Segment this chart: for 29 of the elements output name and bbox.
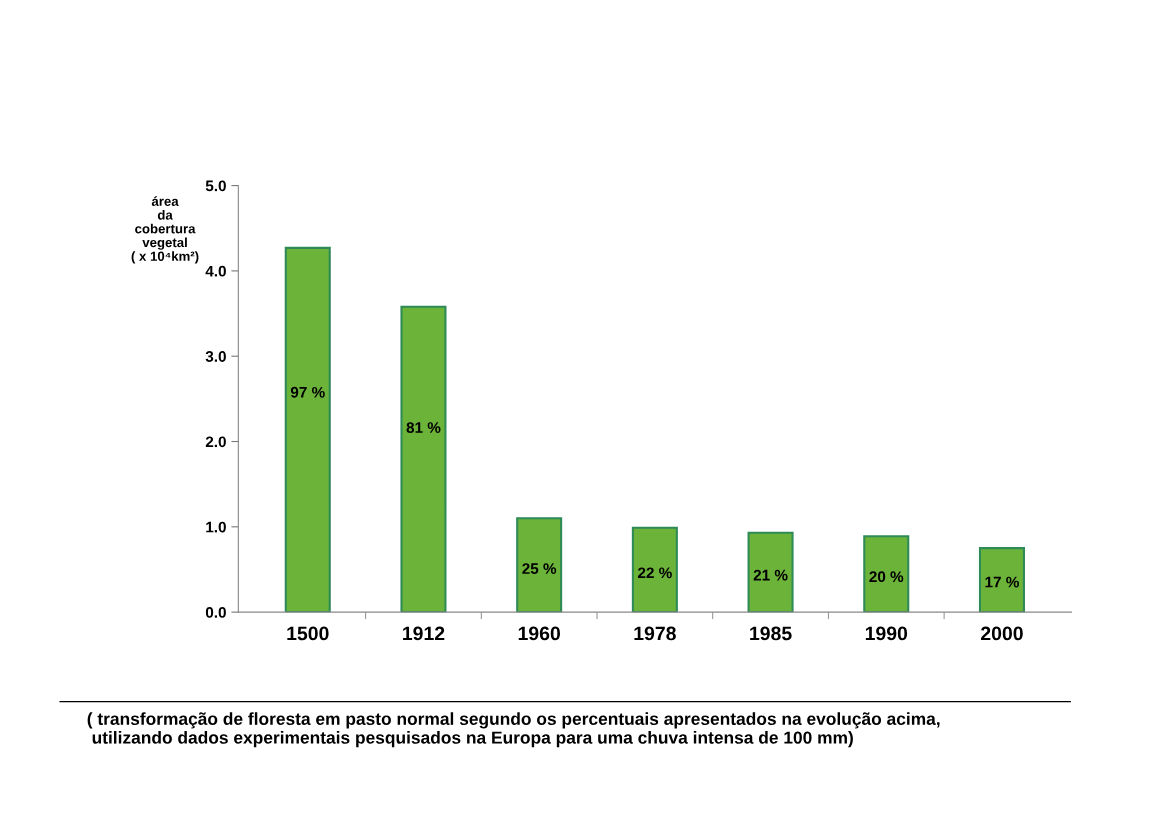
annotation: 81 % <box>406 422 441 433</box>
y-tick-label: 5.0 <box>205 180 226 192</box>
x-tick-label: 1985 <box>750 626 792 641</box>
bar <box>400 305 447 613</box>
annotation: 20 % <box>869 571 904 583</box>
y-tick-label: 3.0 <box>205 351 226 362</box>
bar <box>631 526 678 613</box>
bar <box>747 531 794 613</box>
x-tick-label: 1912 <box>403 626 445 641</box>
y-tick-label: 0.0 <box>205 607 226 618</box>
annotation: 25 % <box>522 563 557 574</box>
x-tick-label: 2000 <box>981 626 1023 641</box>
annotation: 21 % <box>753 569 788 581</box>
y-tick-label: 1.0 <box>206 521 226 533</box>
bar <box>978 547 1025 613</box>
bar <box>284 246 331 613</box>
y-axis-title: área da cobertura vegetal ( x 10⁴km²) <box>131 196 199 264</box>
x-tick-label: 1960 <box>518 626 560 641</box>
annotation: 97 % <box>290 386 325 398</box>
text: ( transformação de floresta em pasto normal segundo os percentuais apresentados na evolução acima, utilizando dados experimentais pesquisados na Europa para uma chuva intensa de 100 mm) <box>87 712 940 748</box>
x-tick-label: 1990 <box>865 626 908 641</box>
bar <box>516 517 563 613</box>
annotation: 17 % <box>985 576 1019 588</box>
annotation: 22 % <box>637 567 672 579</box>
x-tick-label: 1978 <box>634 626 676 641</box>
y-tick-label: 2.0 <box>205 436 226 448</box>
x-tick-label: 1500 <box>287 626 329 641</box>
y-tick-label: 4.0 <box>205 265 226 277</box>
bar <box>863 535 910 613</box>
